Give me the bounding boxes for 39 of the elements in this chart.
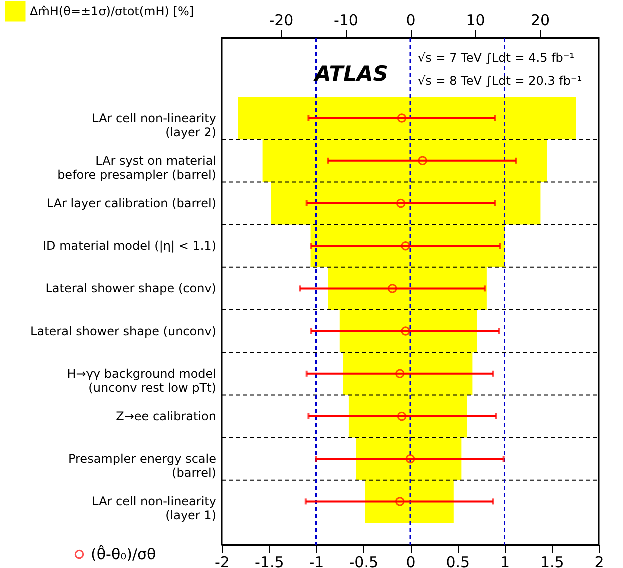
x-tick-label: 1	[500, 554, 510, 568]
x-tick-label: 2	[594, 554, 604, 568]
x2-tick-label: -20	[269, 12, 294, 30]
x-tick-label: -2	[215, 554, 230, 568]
legend-label: Δm̂H(θ=±1σ)/σtot(mH) [%]	[30, 4, 194, 18]
x2-tick-label: 10	[466, 12, 486, 30]
point	[406, 454, 416, 464]
y-tick-label: LAr cell non-linearity (layer 2)	[92, 111, 216, 140]
x2-tick-label: 20	[531, 12, 550, 30]
y-tick-label: Z→ee calibration	[116, 410, 216, 424]
point	[401, 241, 410, 251]
point	[396, 198, 406, 208]
x2-tick-label: -10	[334, 12, 358, 30]
x-tick-label: 0.5	[446, 554, 470, 568]
text: √s = 7 TeV ∫Ldt = 4.5 fb⁻¹	[418, 51, 575, 65]
point	[396, 369, 405, 379]
text: √s = 8 TeV ∫Ldt = 20.3 fb⁻¹	[418, 74, 582, 88]
point	[396, 497, 405, 506]
text: ATLAS	[313, 62, 388, 86]
point	[397, 114, 407, 123]
y-tick-label: ID material model (|η| < 1.1)	[43, 239, 216, 254]
y-tick-label: Lateral shower shape (conv)	[46, 282, 216, 296]
point	[397, 412, 407, 422]
y-tick-label: Lateral shower shape (unconv)	[30, 324, 216, 338]
y-tick-label: H→γγ background model (unconv rest low pTt)	[67, 366, 216, 395]
y-tick-label: Presampler energy scale (barrel)	[68, 452, 216, 480]
legend-label: (θ̂-θ₀)/σθ	[91, 544, 156, 564]
x-tick-label: -1	[309, 554, 324, 568]
y-tick-label: LAr layer calibration (barrel)	[46, 196, 216, 210]
y-tick-label: LAr cell non-linearity (layer 1)	[92, 494, 216, 523]
point	[418, 156, 428, 166]
point	[401, 326, 410, 336]
y-tick-label: LAr syst on material before presampler (barrel)	[58, 154, 216, 182]
point	[388, 284, 398, 294]
x-tick-label: -0.5	[349, 554, 379, 568]
x-tick-label: -1.5	[254, 554, 284, 568]
x-tick-label: 0	[406, 554, 416, 568]
x-tick-label: 1.5	[540, 554, 564, 568]
x2-tick-label: 0	[406, 12, 416, 30]
